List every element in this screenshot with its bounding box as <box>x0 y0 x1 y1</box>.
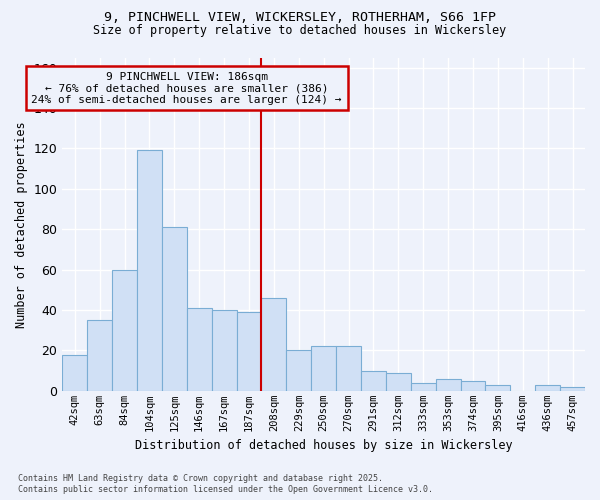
Bar <box>212 310 236 391</box>
Bar <box>311 346 336 391</box>
Text: Contains HM Land Registry data © Crown copyright and database right 2025.
Contai: Contains HM Land Registry data © Crown c… <box>18 474 433 494</box>
Bar <box>436 379 461 391</box>
Y-axis label: Number of detached properties: Number of detached properties <box>15 121 28 328</box>
Bar <box>560 387 585 391</box>
Bar <box>461 381 485 391</box>
Bar <box>62 354 87 391</box>
Bar <box>535 385 560 391</box>
Bar <box>286 350 311 391</box>
Bar <box>236 312 262 391</box>
X-axis label: Distribution of detached houses by size in Wickersley: Distribution of detached houses by size … <box>135 440 512 452</box>
Bar <box>162 227 187 391</box>
Text: 9, PINCHWELL VIEW, WICKERSLEY, ROTHERHAM, S66 1FP: 9, PINCHWELL VIEW, WICKERSLEY, ROTHERHAM… <box>104 11 496 24</box>
Bar <box>137 150 162 391</box>
Bar <box>87 320 112 391</box>
Bar <box>485 385 511 391</box>
Text: 9 PINCHWELL VIEW: 186sqm
← 76% of detached houses are smaller (386)
24% of semi-: 9 PINCHWELL VIEW: 186sqm ← 76% of detach… <box>31 72 342 105</box>
Bar <box>386 372 411 391</box>
Bar <box>112 270 137 391</box>
Text: Size of property relative to detached houses in Wickersley: Size of property relative to detached ho… <box>94 24 506 37</box>
Bar <box>262 298 286 391</box>
Bar <box>361 370 386 391</box>
Bar <box>336 346 361 391</box>
Bar <box>411 383 436 391</box>
Bar <box>187 308 212 391</box>
